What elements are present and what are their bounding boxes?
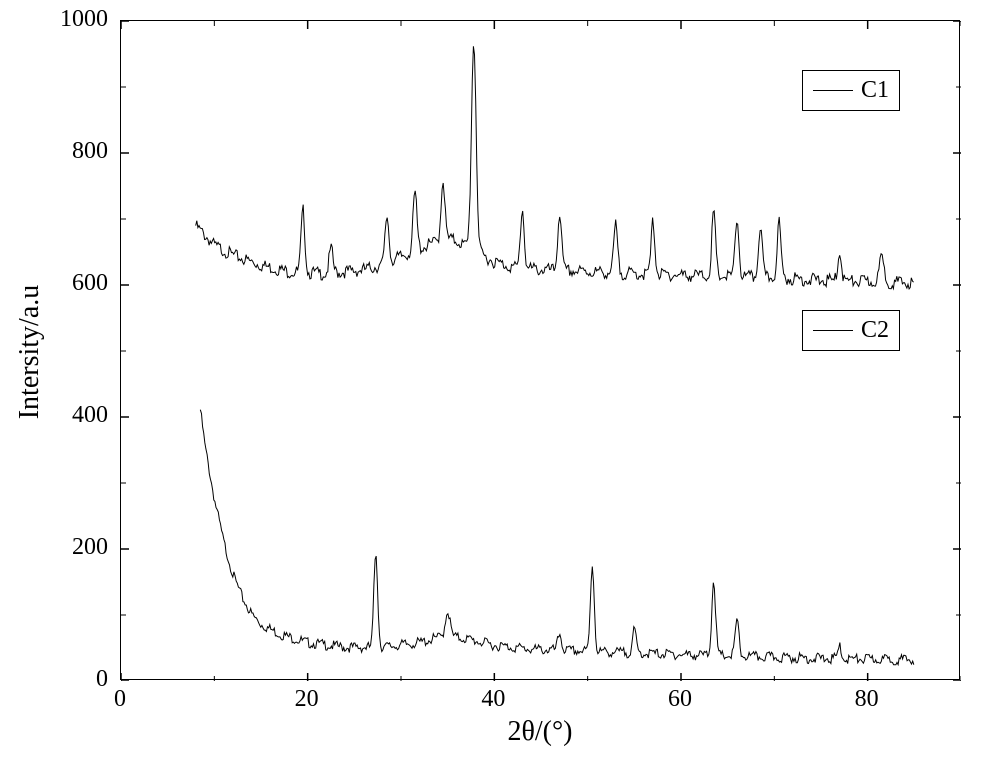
- x-tick-label: 40: [468, 686, 518, 713]
- legend-c1-label: C1: [861, 77, 889, 104]
- y-tick-label: 400: [48, 402, 108, 429]
- x-tick-label: 80: [842, 686, 892, 713]
- legend-line-icon: [813, 330, 853, 332]
- legend-c2-label: C2: [861, 317, 889, 344]
- x-tick-label: 20: [282, 686, 332, 713]
- plot-svg: [121, 21, 961, 681]
- x-axis-label: 2θ/(°): [480, 716, 600, 748]
- y-tick-label: 600: [48, 270, 108, 297]
- x-tick-label: 60: [655, 686, 705, 713]
- xrd-chart: Intersity/a.u 2θ/(°) 0 20 40 60 800 200 400 600…: [0, 0, 1000, 766]
- legend-c2: C2: [802, 310, 900, 351]
- y-axis-label: Intersity/a.u: [14, 252, 46, 452]
- legend-c1: C1: [802, 70, 900, 111]
- y-tick-label: 0: [48, 666, 108, 693]
- legend-line-icon: [813, 90, 853, 92]
- y-tick-label: 800: [48, 138, 108, 165]
- y-tick-label: 200: [48, 534, 108, 561]
- y-tick-label: 1000: [48, 6, 108, 33]
